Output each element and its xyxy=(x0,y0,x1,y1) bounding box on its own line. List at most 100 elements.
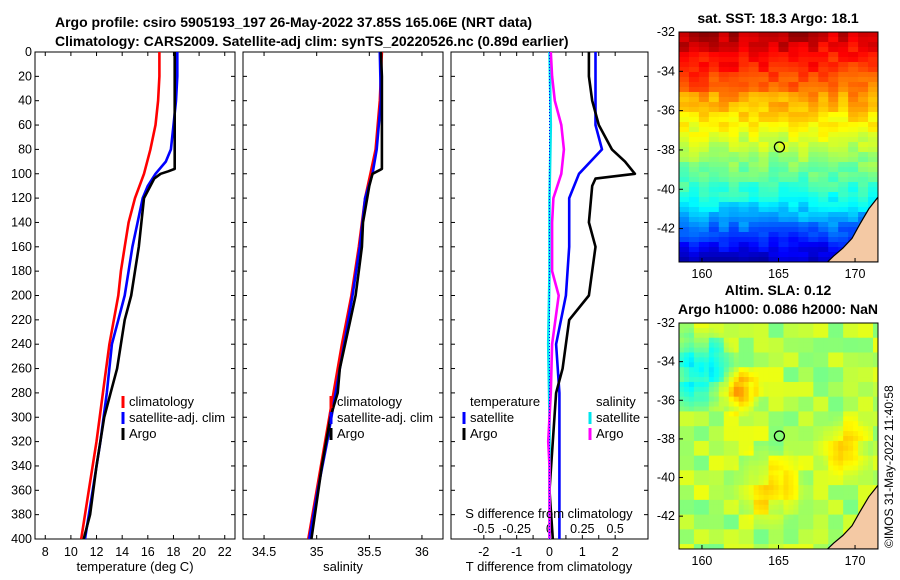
map-cell xyxy=(723,142,730,148)
map-cell xyxy=(783,92,790,98)
map-cell xyxy=(703,396,710,403)
map-cell xyxy=(843,207,849,213)
map-cell xyxy=(793,162,799,168)
map-cell xyxy=(743,450,750,457)
map-cell xyxy=(683,544,690,549)
map-cell xyxy=(679,227,685,233)
map-cell xyxy=(733,490,740,496)
map-cell xyxy=(679,232,685,238)
map-cell xyxy=(753,37,760,43)
map-cell xyxy=(728,37,735,43)
map-cell xyxy=(803,82,809,88)
map-cell xyxy=(778,436,785,442)
map-cell xyxy=(853,499,859,506)
map-cell xyxy=(758,162,765,168)
map-cell xyxy=(703,67,710,73)
map-cell xyxy=(773,342,780,349)
map-cell xyxy=(743,401,750,408)
map-cell xyxy=(843,475,849,481)
map-cell xyxy=(743,87,750,93)
map-cell xyxy=(723,455,730,462)
map-cell xyxy=(788,391,795,398)
map-cell xyxy=(838,460,844,467)
map-cell xyxy=(753,431,760,437)
map-cell xyxy=(843,237,849,243)
map-cell xyxy=(858,460,864,467)
map-cell xyxy=(733,237,740,243)
map-cell xyxy=(838,337,844,344)
map-cell xyxy=(868,52,874,58)
map-cell xyxy=(708,152,715,158)
map-cell xyxy=(828,519,834,526)
map-cell xyxy=(808,107,814,113)
map-cell xyxy=(828,137,834,143)
map-cell xyxy=(783,167,790,173)
map-cell xyxy=(793,386,799,393)
map-cell xyxy=(733,147,740,153)
map-cell xyxy=(813,37,819,43)
map-cell xyxy=(683,401,690,408)
map-cell xyxy=(793,72,799,78)
map-cell xyxy=(723,207,730,213)
map-cell xyxy=(783,544,790,549)
map-cell xyxy=(823,232,829,238)
map-cell xyxy=(833,323,839,329)
map-cell xyxy=(788,167,795,173)
map-cell xyxy=(738,102,745,108)
map-cell xyxy=(738,391,745,398)
map-cell xyxy=(733,97,740,103)
temperature-panel-frame xyxy=(34,51,236,540)
map-cell xyxy=(798,347,804,354)
map-cell xyxy=(738,242,745,248)
map-cell xyxy=(738,187,745,193)
temperature-axis-label: temperature (deg C) xyxy=(76,559,193,574)
salinity-series xyxy=(307,52,384,539)
map-cell xyxy=(758,504,765,511)
map-cell xyxy=(679,192,685,198)
map-cell xyxy=(728,192,735,198)
map-cell xyxy=(718,212,725,218)
map-cell xyxy=(733,82,740,88)
map-cell xyxy=(813,485,819,491)
map-cell xyxy=(683,247,690,253)
map-cell xyxy=(813,217,819,223)
map-cell xyxy=(703,42,710,48)
map-cell xyxy=(688,347,695,354)
map-cell xyxy=(743,117,750,123)
map-cell xyxy=(868,62,874,68)
map-cell xyxy=(758,352,765,358)
map-cell xyxy=(788,426,795,432)
map-cell xyxy=(853,396,859,403)
map-cell xyxy=(748,342,755,349)
map-cell xyxy=(778,416,785,422)
map-cell xyxy=(733,117,740,123)
map-cell xyxy=(703,32,710,38)
map-cell xyxy=(728,494,735,501)
map-cell xyxy=(793,252,799,258)
map-cell xyxy=(828,187,834,193)
map-cell xyxy=(773,401,780,408)
map-cell xyxy=(718,67,725,73)
map-cell xyxy=(703,177,710,183)
map-cell xyxy=(818,391,824,398)
map-cell xyxy=(728,167,735,173)
map-cell xyxy=(768,534,775,540)
map-cell xyxy=(738,362,745,368)
map-cell xyxy=(808,77,814,83)
map-cell xyxy=(698,455,705,462)
map-cell xyxy=(683,323,690,329)
map-cell xyxy=(728,242,735,248)
map-cell xyxy=(728,57,735,63)
map-cell xyxy=(778,529,785,535)
map-cell xyxy=(743,544,750,549)
map-cell xyxy=(768,122,775,128)
map-cell xyxy=(833,137,839,143)
map-cell xyxy=(753,470,760,476)
map-cell xyxy=(743,406,750,413)
map-cell xyxy=(743,431,750,437)
map-cell xyxy=(748,42,755,48)
map-cell xyxy=(728,386,735,393)
map-cell xyxy=(798,524,804,530)
map-cell xyxy=(803,192,809,198)
map-cell xyxy=(843,332,849,339)
